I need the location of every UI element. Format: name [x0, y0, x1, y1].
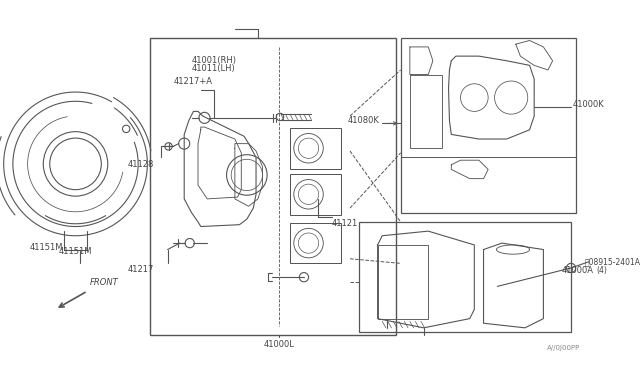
Text: Ⓜ08915-2401A: Ⓜ08915-2401A — [585, 257, 640, 266]
Bar — [290, 223, 340, 263]
Text: 41151M: 41151M — [29, 243, 63, 252]
Text: (4): (4) — [597, 266, 608, 275]
Bar — [401, 38, 575, 213]
Text: 41011(LH): 41011(LH) — [192, 64, 236, 73]
Text: 41000A: 41000A — [562, 266, 594, 275]
Bar — [150, 38, 396, 335]
Bar — [290, 174, 340, 215]
Circle shape — [165, 143, 172, 150]
Text: FRONT: FRONT — [90, 278, 118, 287]
Text: A//0J00PP: A//0J00PP — [547, 345, 580, 351]
Bar — [410, 74, 442, 148]
Text: 41080K: 41080K — [348, 116, 380, 125]
Bar — [359, 222, 571, 333]
Text: 41128: 41128 — [127, 160, 154, 169]
Text: 41217+A: 41217+A — [174, 77, 213, 86]
Text: 41000L: 41000L — [264, 340, 294, 349]
Text: 41151M: 41151M — [59, 247, 92, 256]
Bar — [378, 245, 428, 319]
Text: 41001(RH): 41001(RH) — [191, 56, 236, 65]
Bar — [290, 128, 340, 169]
Text: 41217: 41217 — [127, 265, 154, 274]
Text: 41121: 41121 — [332, 219, 358, 228]
Text: 41000K: 41000K — [573, 100, 605, 109]
